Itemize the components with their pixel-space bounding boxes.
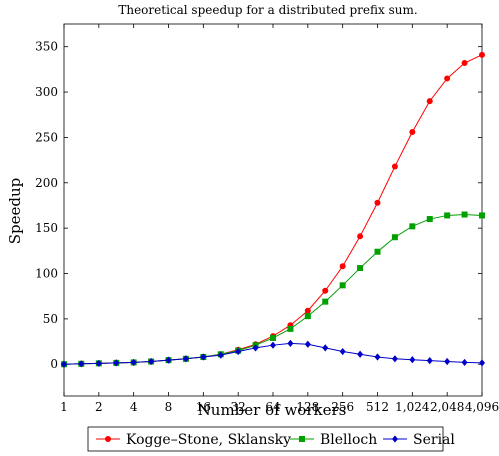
x-tick-label: 2,048	[430, 400, 464, 414]
y-tick-label: 300	[35, 85, 58, 99]
x-tick-label: 2	[95, 400, 103, 414]
data-point-serial	[78, 360, 85, 368]
data-point-serial	[374, 353, 381, 361]
y-tick-label: 250	[35, 130, 58, 144]
data-point-blelloch	[426, 216, 433, 223]
data-point-kogge-stone-sklansky	[426, 98, 433, 105]
x-tick-label: 4	[130, 400, 138, 414]
data-point-serial	[426, 357, 433, 365]
data-point-kogge-stone-sklansky	[339, 263, 346, 270]
data-point-serial	[235, 347, 242, 356]
data-point-serial	[339, 347, 346, 356]
series-kogge-stone-sklansky	[61, 51, 485, 368]
data-point-blelloch	[357, 265, 364, 272]
data-point-blelloch	[391, 234, 398, 241]
y-tick-label: 350	[35, 40, 58, 54]
data-point-blelloch	[409, 223, 416, 230]
y-tick-label: 50	[43, 312, 58, 326]
data-point-serial	[165, 356, 172, 364]
y-tick-label: 150	[35, 221, 58, 235]
data-point-serial	[217, 351, 224, 359]
data-point-blelloch	[461, 211, 468, 218]
data-point-blelloch	[479, 212, 485, 219]
chart-title: Theoretical speedup for a distributed pr…	[118, 3, 417, 17]
data-point-serial	[200, 353, 207, 361]
data-point-kogge-stone-sklansky	[479, 51, 485, 58]
data-point-blelloch	[270, 334, 276, 341]
axes: 1 2 4 8 16 32 64 128 256 512 1,024 2,048 4,096 0 50 100…	[35, 23, 499, 414]
x-tick-label: 16	[196, 400, 211, 414]
data-point-serial	[304, 340, 311, 348]
legend-marker-kogge-stone-sklansky	[105, 436, 111, 442]
data-point-serial	[461, 358, 468, 367]
data-point-serial	[444, 357, 451, 366]
x-tick-label: 128	[296, 400, 319, 414]
data-point-serial	[479, 359, 485, 367]
data-point-serial	[130, 358, 137, 367]
data-point-serial	[357, 350, 364, 358]
x-tick-label: 1,024	[395, 400, 430, 414]
x-tick-label: 4,096	[465, 400, 499, 414]
data-point-serial	[252, 344, 259, 352]
data-point-serial	[322, 344, 329, 352]
data-point-kogge-stone-sklansky	[304, 307, 311, 314]
x-tick-label: 8	[165, 400, 173, 414]
x-axis-label: Number of workers	[198, 401, 347, 419]
data-point-serial	[113, 359, 120, 367]
data-point-serial	[182, 355, 189, 363]
series-serial	[61, 339, 485, 368]
data-point-kogge-stone-sklansky	[391, 163, 398, 170]
legend-label-blelloch: Blelloch	[320, 432, 377, 448]
data-point-blelloch	[444, 212, 451, 219]
data-point-serial	[95, 359, 102, 367]
x-tick-label: 64	[265, 400, 281, 414]
data-point-kogge-stone-sklansky	[409, 128, 416, 135]
legend-label-kogge-stone-sklansky: Kogge–Stone, Sklansky	[126, 432, 291, 448]
legend-marker-serial	[392, 435, 398, 443]
series-layer	[61, 51, 485, 368]
data-point-kogge-stone-sklansky	[322, 287, 329, 294]
y-axis-label: Speedup	[6, 178, 24, 245]
x-tick-label: 1	[60, 400, 68, 414]
x-tick-label: 256	[331, 400, 354, 414]
y-tick-label: 100	[35, 267, 58, 281]
data-point-serial	[61, 360, 67, 368]
data-point-blelloch	[374, 248, 381, 255]
y-tick-label: 0	[50, 357, 58, 371]
y-tick-label: 200	[35, 176, 58, 190]
data-point-blelloch	[304, 313, 311, 320]
data-point-serial	[148, 357, 155, 366]
legend: Kogge–Stone, Sklansky Blelloch Serial	[87, 426, 455, 452]
data-point-kogge-stone-sklansky	[357, 233, 364, 240]
legend-marker-blelloch	[299, 436, 305, 442]
data-point-serial	[287, 339, 294, 347]
data-point-kogge-stone-sklansky	[444, 75, 451, 82]
data-point-kogge-stone-sklansky	[374, 199, 381, 206]
series-line-kogge-stone-sklansky	[63, 54, 483, 365]
data-point-serial	[270, 341, 276, 349]
x-tick-label: 512	[366, 400, 389, 414]
data-point-serial	[391, 355, 398, 363]
data-point-blelloch	[322, 298, 329, 305]
x-tick-label: 32	[231, 400, 246, 414]
data-point-blelloch	[339, 282, 346, 289]
legend-label-serial: Serial	[413, 432, 455, 448]
data-point-serial	[409, 356, 416, 364]
data-point-kogge-stone-sklansky	[461, 60, 468, 67]
data-point-blelloch	[287, 325, 294, 332]
